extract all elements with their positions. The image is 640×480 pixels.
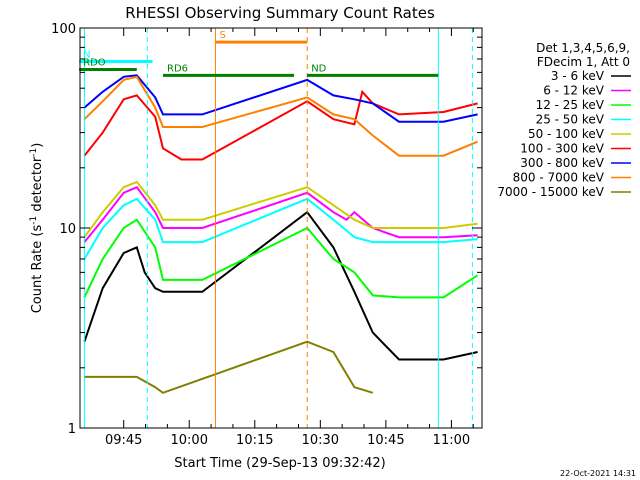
x-tick-label-5: 10:45	[367, 433, 404, 448]
series-line-3-6-kev	[83, 210, 478, 361]
chart-title: RHESSI Observing Summary Count Rates	[125, 4, 435, 22]
y-axis-label-main: Count Rate (s	[30, 225, 45, 314]
flag-label-s: S	[219, 30, 225, 41]
x-tick-label-1: 09:45	[105, 433, 142, 448]
legend-header-line1: Det 1,3,4,5,6,9,	[536, 41, 630, 55]
x-tick-label-2: 10:00	[171, 433, 208, 448]
y-axis-label-close: )	[30, 143, 45, 148]
series-line-50-100-kev	[83, 180, 478, 238]
y-axis-label: Count Rate (s-1 detector-1)	[29, 143, 45, 314]
footer-timestamp: 22-Oct-2021 14:31	[560, 469, 636, 478]
y-tick-label-1: 1	[68, 422, 76, 437]
legend-label-50-100-kev: 50 - 100 keV	[528, 127, 605, 141]
legend-label-6-12-kev: 6 - 12 keV	[543, 84, 605, 98]
axes-layer: 09:45 10:00 10:15 10:30 10:45 11:00 1 10 100	[51, 22, 482, 448]
flag-label-n: N	[83, 49, 90, 60]
x-tick-label-3: 10:15	[236, 433, 273, 448]
legend-label-800-7000-kev: 800 - 7000 keV	[513, 171, 605, 185]
flag-label-nd: ND	[311, 63, 326, 74]
legend-label-25-50-kev: 25 - 50 keV	[536, 113, 605, 127]
series-line-100-300-kev	[83, 89, 478, 161]
series-line-800-7000-kev	[83, 75, 478, 157]
y-tick-label-100: 100	[51, 22, 76, 37]
flag-label-rd6: RD6	[167, 63, 188, 74]
legend: Det 1,3,4,5,6,9, FDecim 1, Att 0 3 - 6 k…	[497, 41, 631, 199]
legend-label-7000-15000-kev: 7000 - 15000 keV	[497, 185, 604, 199]
x-axis-label: Start Time (29-Sep-13 09:32:42)	[174, 456, 385, 471]
legend-label-3-6-kev: 3 - 6 keV	[551, 69, 605, 83]
x-tick-label-4: 10:30	[302, 433, 339, 448]
legend-label-12-25-kev: 12 - 25 keV	[536, 98, 605, 112]
series-line-12-25-kev	[83, 218, 479, 299]
series-line-25-50-kev	[83, 197, 478, 260]
legend-label-100-300-kev: 100 - 300 keV	[520, 142, 604, 156]
legend-label-300-800-kev: 300 - 800 keV	[520, 156, 604, 170]
y-axis-label-tail: detector	[30, 156, 45, 216]
series-line-7000-15000-kev	[84, 340, 374, 394]
y-axis-label-sup2: -1	[29, 148, 39, 157]
series-line-300-800-kev	[83, 74, 478, 123]
x-tick-label-6: 11:00	[433, 433, 470, 448]
y-tick-label-10: 10	[59, 222, 76, 237]
flag-label-rdo: RDO	[83, 58, 106, 69]
legend-header-line2: FDecim 1, Att 0	[537, 55, 630, 69]
y-axis-label-sup: -1	[29, 216, 39, 225]
